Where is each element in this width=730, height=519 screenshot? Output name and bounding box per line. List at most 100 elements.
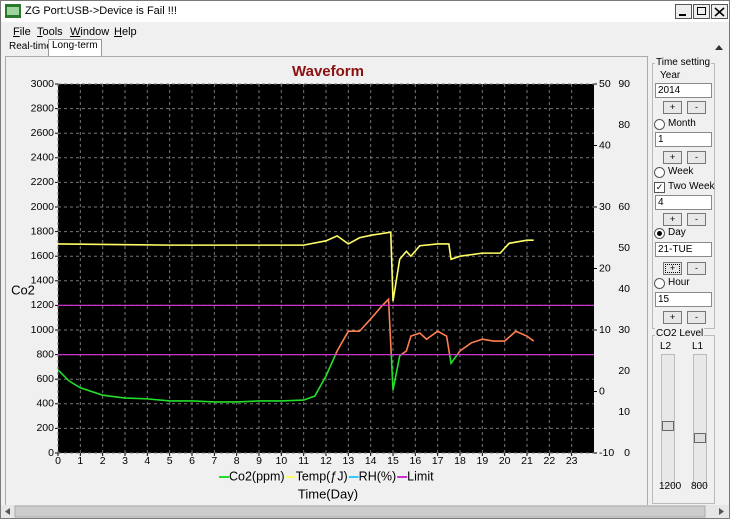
slider-value: 1200 xyxy=(659,481,682,492)
menu-item[interactable]: Window xyxy=(70,26,110,38)
y3-tick-label: 30 xyxy=(618,324,630,336)
x-tick-label: 14 xyxy=(365,455,377,467)
menu-item[interactable]: Help xyxy=(114,26,137,38)
y-tick-label: 600 xyxy=(36,373,54,385)
text-field[interactable]: 1 xyxy=(655,132,712,147)
x-tick-label: 1 xyxy=(77,455,83,467)
y-tick-label: 400 xyxy=(36,398,54,410)
plus-button[interactable]: + xyxy=(663,101,682,114)
checkbox[interactable]: ✓ xyxy=(654,182,665,193)
text-field[interactable]: 4 xyxy=(655,195,712,210)
title-bar: ZG Port:USB->Device is Fail !!! xyxy=(1,1,729,22)
y2-tick-label: 50 xyxy=(599,78,611,90)
group-title: Time setting xyxy=(655,57,712,68)
x-tick-label: 19 xyxy=(476,455,488,467)
x-tick-label: 20 xyxy=(499,455,511,467)
x-tick-label: 17 xyxy=(432,455,444,467)
tab-selected[interactable]: Long-term xyxy=(48,39,102,56)
slider-thumb[interactable] xyxy=(694,433,706,443)
text-field[interactable]: 15 xyxy=(655,292,712,307)
x-tick-label: 21 xyxy=(521,455,533,467)
y-tick-label: 2000 xyxy=(31,201,55,213)
text-field[interactable]: 21-TUE xyxy=(655,242,712,257)
x-tick-label: 16 xyxy=(409,455,421,467)
option-label: Two Week xyxy=(668,181,715,192)
tab[interactable]: Real-time xyxy=(9,41,52,52)
y-axis-label: Co2 xyxy=(11,282,35,297)
legend-label: Co2(ppm) xyxy=(229,469,285,483)
y3-tick-label: 60 xyxy=(618,201,630,213)
y-tick-label: 0 xyxy=(48,447,54,459)
radio[interactable] xyxy=(654,278,665,289)
x-tick-label: 4 xyxy=(144,455,150,467)
y-tick-label: 2800 xyxy=(31,102,55,114)
x-tick-label: 9 xyxy=(256,455,262,467)
y-tick-label: 3000 xyxy=(31,78,55,90)
legend-label: Temp(ƒJ) xyxy=(296,469,348,483)
plus-button[interactable]: + xyxy=(663,213,682,226)
side-panel: Time setting Year 2014 + - Month 1 + - Week ✓ Two W… xyxy=(649,56,717,506)
option-label: Day xyxy=(668,227,686,238)
plus-button[interactable]: + xyxy=(663,151,682,164)
x-tick-label: 8 xyxy=(234,455,240,467)
window-controls[interactable] xyxy=(675,4,729,20)
y3-tick-label: 40 xyxy=(618,283,630,295)
radio[interactable] xyxy=(654,119,665,130)
scroll-up[interactable] xyxy=(712,41,726,53)
x-tick-label: 7 xyxy=(211,455,217,467)
x-tick-label: 3 xyxy=(122,455,128,467)
slider-track[interactable] xyxy=(661,354,675,486)
x-tick-label: 22 xyxy=(543,455,555,467)
option-label: Week xyxy=(668,166,694,177)
x-axis-label: Time(Day) xyxy=(298,486,358,501)
slider-value: 800 xyxy=(691,481,708,492)
minus-button[interactable]: - xyxy=(687,101,706,114)
x-tick-label: 13 xyxy=(342,455,354,467)
x-tick-label: 2 xyxy=(100,455,106,467)
x-tick-label: 15 xyxy=(387,455,399,467)
minus-button[interactable]: - xyxy=(687,311,706,324)
legend-label: Limit xyxy=(407,469,434,483)
plus-button[interactable]: + xyxy=(663,262,682,275)
x-tick-label: 12 xyxy=(320,455,332,467)
x-tick-label: 5 xyxy=(167,455,173,467)
slider-track[interactable] xyxy=(693,354,707,486)
slider-label: L1 xyxy=(692,341,704,352)
menu-item[interactable]: File xyxy=(13,26,31,38)
y-tick-label: 800 xyxy=(36,348,54,360)
y-tick-label: 1800 xyxy=(31,225,55,237)
group-title: CO2 Level xyxy=(655,328,705,339)
window-title: ZG Port:USB->Device is Fail !!! xyxy=(25,5,177,17)
y2-tick-label: 10 xyxy=(599,324,611,336)
minus-button[interactable]: - xyxy=(687,262,706,275)
option-label: Hour xyxy=(668,277,690,288)
chart-title: Waveform xyxy=(292,63,364,80)
y3-tick-label: 10 xyxy=(618,406,630,418)
x-tick-label: 11 xyxy=(298,455,309,467)
x-tick-label: 0 xyxy=(55,455,61,467)
x-tick-label: 18 xyxy=(454,455,466,467)
slider-thumb[interactable] xyxy=(662,421,674,431)
x-tick-label: 23 xyxy=(566,455,578,467)
y2-tick-label: 0 xyxy=(599,385,605,397)
y2-tick-label: 30 xyxy=(599,201,611,213)
minus-button[interactable]: - xyxy=(687,151,706,164)
text-field[interactable]: 2014 xyxy=(655,83,712,98)
y3-tick-label: 50 xyxy=(618,242,630,254)
x-tick-label: 10 xyxy=(275,455,287,467)
y-tick-label: 2600 xyxy=(31,127,55,139)
y2-tick-label: 20 xyxy=(599,262,611,274)
slider-label: L2 xyxy=(660,341,672,352)
series-line xyxy=(57,231,534,302)
option-label: Month xyxy=(668,118,696,129)
radio[interactable] xyxy=(654,167,665,178)
y2-tick-label: 40 xyxy=(599,139,611,151)
plus-button[interactable]: + xyxy=(663,311,682,324)
h-scrollbar[interactable] xyxy=(1,505,729,518)
minus-button[interactable]: - xyxy=(687,213,706,226)
menu-item[interactable]: Tools xyxy=(37,26,63,38)
y-tick-label: 1200 xyxy=(31,299,55,311)
radio[interactable] xyxy=(654,228,665,239)
y-tick-label: 200 xyxy=(36,422,54,434)
